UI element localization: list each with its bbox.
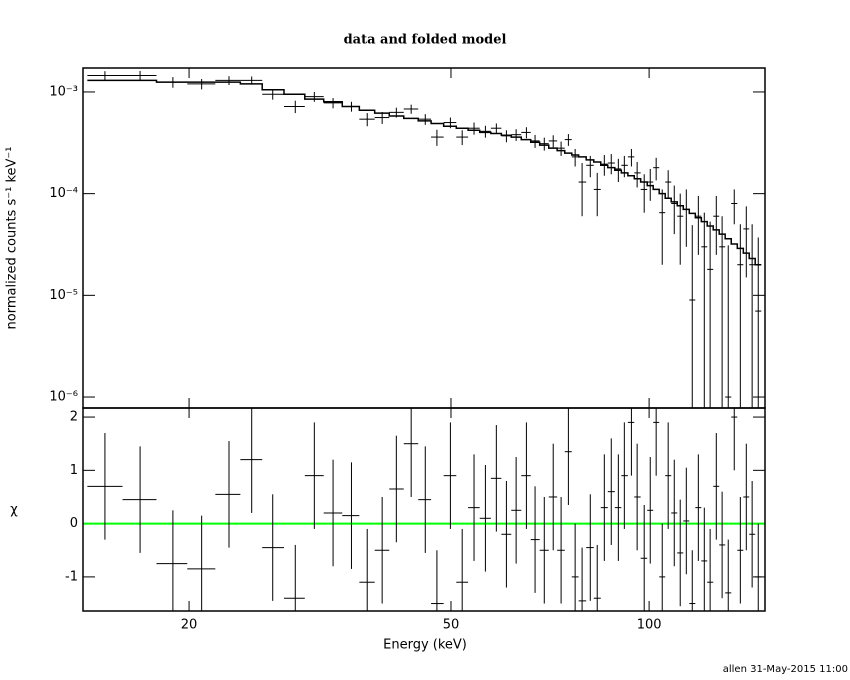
y-tick-label: 10⁻³ — [49, 84, 78, 99]
plot-frame — [82, 407, 766, 612]
chart-title: data and folded model — [344, 33, 507, 48]
x-tick-label: 20 — [181, 618, 198, 633]
x-tick-label: 50 — [443, 618, 460, 633]
y-tick-label: 10⁻⁴ — [49, 186, 78, 201]
model-line — [87, 79, 762, 266]
y-axis-label: χ — [10, 503, 18, 518]
y-tick-label: 1 — [70, 463, 78, 478]
y-axis-label: normalized counts s⁻¹ keV⁻¹ — [5, 147, 20, 330]
x-axis-label: Energy (keV) — [383, 638, 467, 653]
y-tick-label: 2 — [70, 410, 78, 425]
y-tick-label: 10⁻⁶ — [49, 390, 78, 405]
y-tick-label: -1 — [65, 569, 78, 584]
x-tick-label: 100 — [637, 618, 662, 633]
footer: allen 31-May-2015 11:00 — [723, 664, 848, 675]
y-tick-label: 10⁻⁵ — [49, 288, 78, 303]
y-tick-label: 0 — [70, 516, 78, 531]
